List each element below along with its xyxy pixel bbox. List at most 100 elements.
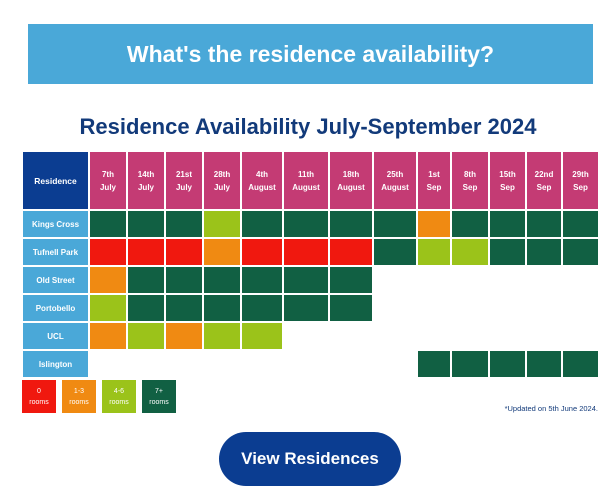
availability-cell	[127, 266, 165, 294]
availability-cell	[373, 238, 417, 266]
availability-cell	[526, 350, 562, 378]
availability-cell	[203, 266, 241, 294]
availability-cell	[489, 238, 526, 266]
availability-cell	[562, 350, 599, 378]
availability-cell	[417, 266, 451, 294]
availability-cell	[127, 238, 165, 266]
availability-cell	[489, 294, 526, 322]
availability-cell	[451, 294, 489, 322]
availability-cell	[489, 210, 526, 238]
availability-cell	[417, 238, 451, 266]
date-header: 29th Sep	[562, 151, 599, 210]
banner: What's the residence availability?	[28, 24, 593, 84]
residence-label: UCL	[22, 322, 89, 350]
availability-cell	[373, 322, 417, 350]
availability-cell	[89, 350, 127, 378]
availability-cell	[127, 294, 165, 322]
availability-cell	[526, 210, 562, 238]
legend-item: 4-6 rooms	[102, 380, 136, 413]
date-header: 1st Sep	[417, 151, 451, 210]
availability-cell	[203, 350, 241, 378]
availability-cell	[165, 238, 203, 266]
availability-cell	[241, 238, 283, 266]
availability-cell	[417, 350, 451, 378]
date-header: 7th July	[89, 151, 127, 210]
availability-cell	[241, 322, 283, 350]
availability-cell	[89, 266, 127, 294]
date-header: 15th Sep	[489, 151, 526, 210]
availability-cell	[526, 294, 562, 322]
availability-cell	[562, 210, 599, 238]
availability-cell	[451, 266, 489, 294]
availability-cell	[329, 210, 373, 238]
availability-cell	[241, 294, 283, 322]
residence-header: Residence	[22, 151, 89, 210]
availability-cell	[451, 238, 489, 266]
availability-cell	[127, 210, 165, 238]
availability-cell	[489, 322, 526, 350]
availability-cell	[283, 266, 329, 294]
availability-table: Residence 7th July 14th July 21st July 28th …	[22, 151, 599, 378]
availability-cell	[489, 266, 526, 294]
residence-label: Islington	[22, 350, 89, 378]
availability-cell	[489, 350, 526, 378]
availability-cell	[451, 210, 489, 238]
page-title: Residence Availability July-September 20…	[79, 114, 537, 139]
legend-item: 7+ rooms	[142, 380, 176, 413]
date-header: 4th August	[241, 151, 283, 210]
legend-item: 0 rooms	[22, 380, 56, 413]
availability-cell	[526, 266, 562, 294]
availability-cell	[89, 210, 127, 238]
legend: 0 rooms 1-3 rooms 4-6 rooms 7+ rooms	[22, 380, 176, 413]
availability-cell	[373, 266, 417, 294]
availability-cell	[283, 294, 329, 322]
date-header: 28th July	[203, 151, 241, 210]
residence-label: Tufnell Park	[22, 238, 89, 266]
availability-cell	[526, 238, 562, 266]
availability-cell	[329, 322, 373, 350]
availability-cell	[283, 238, 329, 266]
date-header: 11th August	[283, 151, 329, 210]
updated-note: *Updated on 5th June 2024.	[504, 404, 598, 413]
availability-cell	[562, 322, 599, 350]
availability-cell	[283, 210, 329, 238]
availability-cell	[417, 210, 451, 238]
availability-cell	[165, 294, 203, 322]
availability-cell	[562, 294, 599, 322]
date-header: 18th August	[329, 151, 373, 210]
availability-cell	[89, 294, 127, 322]
availability-cell	[451, 350, 489, 378]
availability-cell	[165, 350, 203, 378]
availability-cell	[89, 238, 127, 266]
availability-cell	[526, 322, 562, 350]
availability-cell	[127, 322, 165, 350]
residence-label: Kings Cross	[22, 210, 89, 238]
availability-cell	[203, 294, 241, 322]
availability-cell	[89, 322, 127, 350]
availability-cell	[329, 294, 373, 322]
availability-cell	[241, 266, 283, 294]
availability-cell	[283, 350, 329, 378]
date-header: 21st July	[165, 151, 203, 210]
availability-cell	[417, 322, 451, 350]
availability-cell	[373, 294, 417, 322]
availability-cell	[203, 210, 241, 238]
availability-cell	[373, 210, 417, 238]
legend-item: 1-3 rooms	[62, 380, 96, 413]
availability-cell	[417, 294, 451, 322]
view-residences-button[interactable]: View Residences	[219, 432, 401, 486]
availability-cell	[562, 266, 599, 294]
availability-cell	[165, 266, 203, 294]
availability-cell	[373, 350, 417, 378]
availability-cell	[283, 322, 329, 350]
availability-cell	[451, 322, 489, 350]
banner-text: What's the residence availability?	[126, 40, 495, 67]
availability-cell	[241, 350, 283, 378]
date-header: 25th August	[373, 151, 417, 210]
date-header: 22nd Sep	[526, 151, 562, 210]
availability-cell	[203, 322, 241, 350]
availability-cell	[329, 266, 373, 294]
residence-label: Portobello	[22, 294, 89, 322]
availability-cell	[165, 322, 203, 350]
availability-cell	[241, 210, 283, 238]
